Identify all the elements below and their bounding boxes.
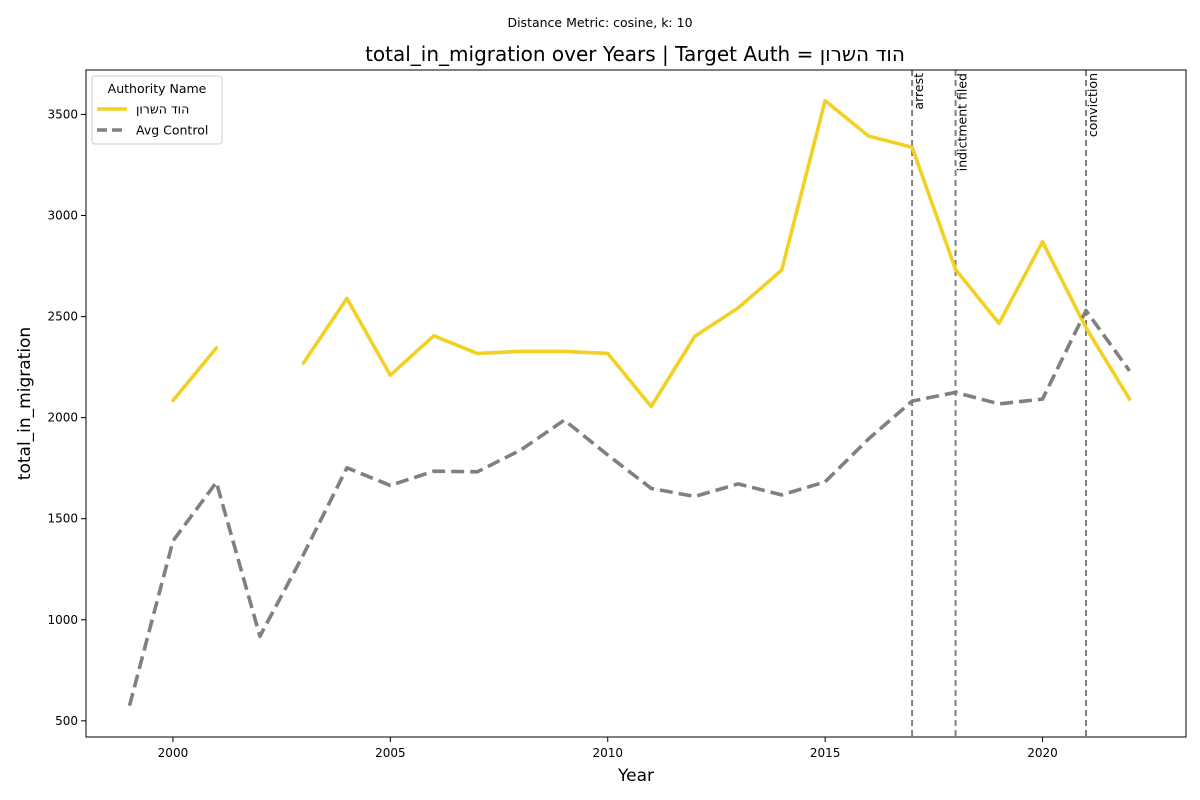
y-tick-label: 1500 bbox=[47, 512, 78, 526]
legend: Authority Name הוד השרון Avg Control bbox=[91, 75, 223, 145]
chart-title: total_in_migration over Years | Target A… bbox=[365, 42, 905, 66]
y-axis-title: total_in_migration bbox=[15, 327, 35, 480]
plot-area-frame bbox=[85, 69, 1187, 738]
event-label: arrest bbox=[911, 73, 926, 110]
y-tick-label: 3000 bbox=[47, 209, 78, 223]
y-tick-label: 3500 bbox=[47, 107, 78, 121]
legend-box bbox=[91, 75, 223, 145]
y-tick-label: 2000 bbox=[47, 411, 78, 425]
y-tick-label: 1000 bbox=[47, 613, 78, 627]
x-axis-title: Year bbox=[617, 766, 654, 786]
x-tick-label: 2020 bbox=[1027, 746, 1058, 760]
x-tick-label: 2010 bbox=[592, 746, 623, 760]
y-axis: 500 1000 1500 2000 2500 3000 3500 bbox=[47, 107, 86, 728]
series-line-0 bbox=[171, 98, 1132, 409]
series-layer bbox=[127, 98, 1132, 707]
x-tick-label: 2000 bbox=[158, 746, 189, 760]
legend-label: הוד השרון bbox=[136, 102, 189, 117]
event-label: indictment filed bbox=[955, 73, 970, 171]
chart-subtitle: Distance Metric: cosine, k: 10 bbox=[507, 15, 692, 30]
y-tick-label: 500 bbox=[55, 714, 78, 728]
x-tick-label: 2015 bbox=[810, 746, 841, 760]
legend-label: Avg Control bbox=[136, 123, 208, 138]
legend-title: Authority Name bbox=[108, 81, 207, 96]
event-annotations: arrest indictment filed conviction bbox=[911, 70, 1100, 737]
x-axis: 2000 2005 2010 2015 2020 bbox=[158, 737, 1058, 760]
legend-items: הוד השרון Avg Control bbox=[97, 102, 208, 138]
y-tick-label: 2500 bbox=[47, 310, 78, 324]
series-line-1 bbox=[127, 308, 1131, 707]
x-tick-label: 2005 bbox=[375, 746, 406, 760]
event-label: conviction bbox=[1085, 73, 1100, 137]
